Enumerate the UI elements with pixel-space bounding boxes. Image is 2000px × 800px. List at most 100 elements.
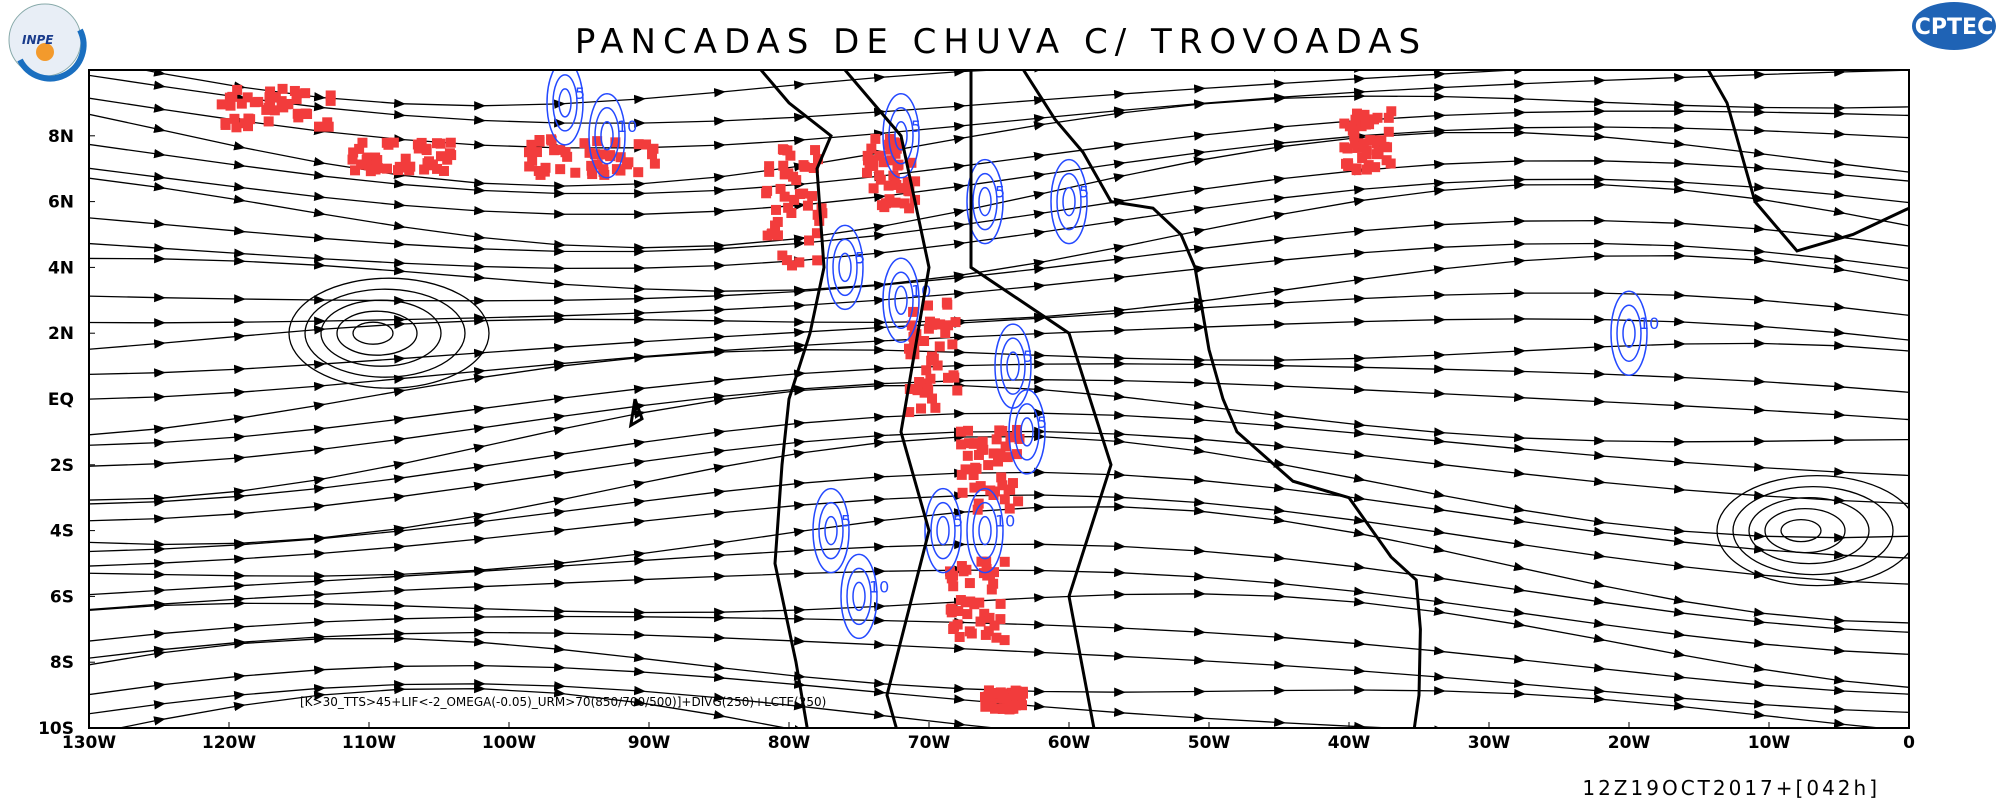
lat-label: 4N xyxy=(48,258,74,278)
contour xyxy=(840,553,878,640)
contour xyxy=(882,257,920,344)
contour-label: 5 xyxy=(953,512,963,531)
rain-cell xyxy=(383,139,394,150)
rain-cell xyxy=(886,140,897,151)
rain-cell xyxy=(946,607,957,618)
streamline xyxy=(116,683,1846,728)
rain-cell xyxy=(904,203,915,214)
lon-label: 0 xyxy=(1903,733,1915,753)
contour-label: 5 xyxy=(855,248,865,267)
rain-cell xyxy=(884,194,895,205)
rain-cell xyxy=(910,176,921,187)
rain-cell xyxy=(930,402,941,413)
rain-cell xyxy=(1365,135,1376,146)
rain-cell xyxy=(868,156,879,167)
contour xyxy=(894,121,908,151)
gyre xyxy=(288,277,490,389)
rain-cell xyxy=(804,235,815,246)
rain-cell xyxy=(1339,118,1350,129)
contour-label: 10 xyxy=(911,281,931,300)
rain-cell xyxy=(787,260,798,271)
rain-cell xyxy=(596,149,607,160)
rain-cell xyxy=(1383,126,1394,137)
contour xyxy=(1008,389,1046,475)
rain-cell xyxy=(868,183,879,194)
lat-label: 6N xyxy=(48,193,74,213)
rain-cell xyxy=(232,84,243,95)
contour xyxy=(588,93,626,179)
rain-cell xyxy=(980,629,991,640)
rain-cell xyxy=(300,88,311,99)
lon-label: 30W xyxy=(1468,733,1511,753)
rain-cell xyxy=(322,117,333,128)
rain-cell xyxy=(1005,484,1016,495)
contour xyxy=(930,501,956,560)
rain-cell xyxy=(876,200,887,211)
rain-cell xyxy=(419,164,430,175)
contour xyxy=(882,93,920,179)
rain-cell xyxy=(908,306,919,317)
rain-cell xyxy=(592,159,603,170)
rain-cell xyxy=(904,383,915,394)
rain-cell xyxy=(984,612,995,623)
rain-cell xyxy=(984,569,995,580)
rain-cell xyxy=(1343,161,1354,172)
rain-cell xyxy=(999,494,1010,505)
contour-label: 5 xyxy=(995,183,1005,202)
rain-cell xyxy=(781,255,792,266)
rain-cell xyxy=(995,598,1006,609)
rain-cell xyxy=(361,154,372,165)
rain-cell xyxy=(539,166,550,177)
rain-cell xyxy=(236,98,247,109)
contour xyxy=(978,515,992,546)
rain-cell xyxy=(1358,138,1369,149)
contour xyxy=(1056,172,1082,231)
lat-label: EQ xyxy=(48,390,74,410)
lat-label: 4S xyxy=(50,522,74,542)
rain-cell xyxy=(276,96,287,107)
rain-cell xyxy=(997,690,1008,701)
rain-cell xyxy=(371,159,382,170)
rain-cell xyxy=(783,202,794,213)
rain-cell xyxy=(421,143,432,154)
rain-cell xyxy=(772,230,783,241)
rain-cell xyxy=(896,183,907,194)
rain-cell xyxy=(927,393,938,404)
rain-cell xyxy=(973,449,984,460)
rain-cell xyxy=(555,164,566,175)
streamline xyxy=(89,288,1909,378)
contour xyxy=(600,121,614,151)
gyre xyxy=(1732,485,1894,576)
rain-cell xyxy=(988,448,999,459)
rain-cell xyxy=(923,323,934,334)
rain-cell xyxy=(943,372,954,383)
rain-cell xyxy=(952,385,963,396)
rain-cell xyxy=(949,621,960,632)
contour-label: 5 xyxy=(1079,183,1089,202)
rain-cell xyxy=(977,436,988,447)
rain-cell xyxy=(973,498,984,509)
rain-cell xyxy=(649,158,660,169)
rain-cell xyxy=(929,318,940,329)
rain-cell xyxy=(283,98,294,109)
contour xyxy=(594,107,620,165)
rain-cell xyxy=(314,121,325,132)
lon-label: 10W xyxy=(1748,733,1791,753)
contour xyxy=(838,252,852,283)
contour xyxy=(1062,186,1076,217)
rain-cell xyxy=(785,150,796,161)
contour xyxy=(966,158,1004,245)
rain-cell xyxy=(772,216,783,227)
rain-cell xyxy=(1361,145,1372,156)
gyre xyxy=(352,321,394,345)
contour-label: 5 xyxy=(575,84,585,103)
contour xyxy=(1050,158,1088,245)
rain-cell xyxy=(902,176,913,187)
rain-cell xyxy=(1011,424,1022,435)
contour xyxy=(552,74,578,132)
gyre xyxy=(1716,474,1909,587)
rain-cell xyxy=(812,255,823,266)
rain-cell xyxy=(905,349,916,360)
contour xyxy=(894,285,908,316)
rain-cell xyxy=(263,116,274,127)
